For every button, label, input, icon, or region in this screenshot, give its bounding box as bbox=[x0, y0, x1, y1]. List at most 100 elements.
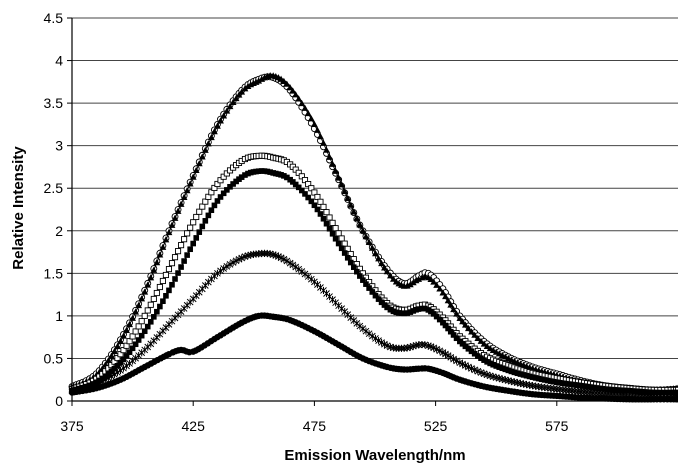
data-point bbox=[226, 260, 234, 268]
data-point bbox=[211, 128, 218, 135]
data-point bbox=[193, 213, 200, 221]
data-point bbox=[475, 353, 481, 359]
data-point bbox=[174, 248, 182, 255]
y-tick-label: 0 bbox=[55, 393, 63, 409]
data-point bbox=[422, 305, 428, 312]
data-point bbox=[461, 321, 469, 328]
data-point bbox=[581, 383, 587, 389]
data-point bbox=[220, 264, 228, 273]
series-open-square bbox=[68, 152, 678, 394]
x-tick-label: 425 bbox=[182, 418, 206, 434]
data-point bbox=[578, 382, 584, 389]
data-point bbox=[541, 377, 548, 383]
data-point bbox=[311, 120, 318, 127]
data-point bbox=[445, 325, 451, 332]
data-point bbox=[238, 88, 246, 95]
data-point bbox=[360, 277, 366, 283]
data-point bbox=[471, 350, 478, 357]
data-point bbox=[299, 187, 305, 194]
data-point bbox=[496, 364, 503, 370]
data-point bbox=[126, 349, 133, 355]
data-point bbox=[511, 369, 518, 376]
data-point bbox=[211, 202, 218, 209]
data-point bbox=[144, 323, 151, 330]
data-point bbox=[174, 207, 182, 214]
data-point bbox=[217, 177, 224, 184]
x-tick-label: 375 bbox=[60, 418, 84, 434]
data-point bbox=[529, 374, 536, 380]
data-point bbox=[605, 386, 612, 393]
y-tick-label: 3 bbox=[55, 138, 63, 154]
data-point bbox=[281, 173, 287, 179]
data-point bbox=[227, 183, 233, 190]
data-point bbox=[338, 235, 345, 242]
data-point bbox=[375, 337, 382, 345]
data-point bbox=[168, 221, 176, 228]
data-point bbox=[153, 259, 161, 266]
plot-area bbox=[72, 18, 678, 401]
data-point bbox=[332, 235, 339, 242]
data-point bbox=[154, 308, 160, 315]
data-point bbox=[230, 181, 236, 187]
data-point bbox=[159, 243, 167, 250]
data-point bbox=[214, 198, 221, 204]
data-point bbox=[480, 340, 488, 347]
data-point bbox=[335, 240, 342, 247]
data-point bbox=[341, 240, 348, 247]
data-point bbox=[117, 337, 124, 345]
data-point bbox=[217, 117, 224, 124]
data-point bbox=[284, 174, 290, 181]
data-point bbox=[320, 139, 327, 146]
data-point bbox=[111, 347, 118, 355]
data-point bbox=[453, 310, 460, 317]
data-point bbox=[114, 342, 121, 350]
data-point bbox=[314, 126, 321, 133]
data-point bbox=[199, 203, 206, 210]
data-point bbox=[108, 368, 115, 375]
data-point bbox=[193, 235, 200, 241]
data-point bbox=[362, 233, 370, 240]
data-point bbox=[150, 295, 157, 303]
data-point bbox=[381, 264, 388, 271]
data-point bbox=[224, 187, 230, 193]
y-tick-label: 3.5 bbox=[44, 95, 64, 111]
data-point bbox=[450, 305, 457, 313]
data-point bbox=[332, 225, 339, 232]
data-point bbox=[347, 201, 355, 208]
y-tick-label: 1 bbox=[55, 308, 63, 324]
data-point bbox=[289, 87, 297, 94]
data-point bbox=[430, 311, 437, 317]
data-point bbox=[220, 112, 228, 119]
data-point bbox=[242, 172, 248, 178]
data-point bbox=[129, 345, 136, 352]
data-point bbox=[329, 160, 336, 167]
x-tick-label: 525 bbox=[424, 418, 448, 434]
data-point bbox=[166, 287, 172, 294]
data-point bbox=[323, 146, 330, 153]
data-point bbox=[135, 323, 142, 330]
data-point bbox=[415, 306, 422, 312]
data-point bbox=[117, 366, 124, 374]
data-point bbox=[508, 368, 515, 375]
data-point bbox=[617, 387, 624, 394]
data-point bbox=[226, 102, 234, 110]
data-point bbox=[517, 371, 524, 377]
data-point bbox=[317, 133, 324, 140]
data-point bbox=[384, 304, 390, 311]
data-point bbox=[344, 194, 352, 201]
data-point bbox=[563, 380, 569, 387]
data-point bbox=[255, 168, 262, 174]
data-point bbox=[160, 298, 166, 305]
axes bbox=[67, 17, 678, 406]
data-point bbox=[245, 170, 251, 177]
data-point bbox=[468, 328, 475, 335]
data-point bbox=[372, 292, 379, 299]
data-point bbox=[459, 318, 466, 325]
data-point bbox=[378, 299, 385, 306]
y-tick-labels: 0 0.5 1 1.5 2 2.5 3 3.5 4 4.5 bbox=[44, 10, 64, 409]
data-point bbox=[375, 255, 382, 262]
data-point bbox=[477, 337, 485, 344]
data-point bbox=[560, 380, 566, 387]
data-point bbox=[439, 289, 447, 296]
